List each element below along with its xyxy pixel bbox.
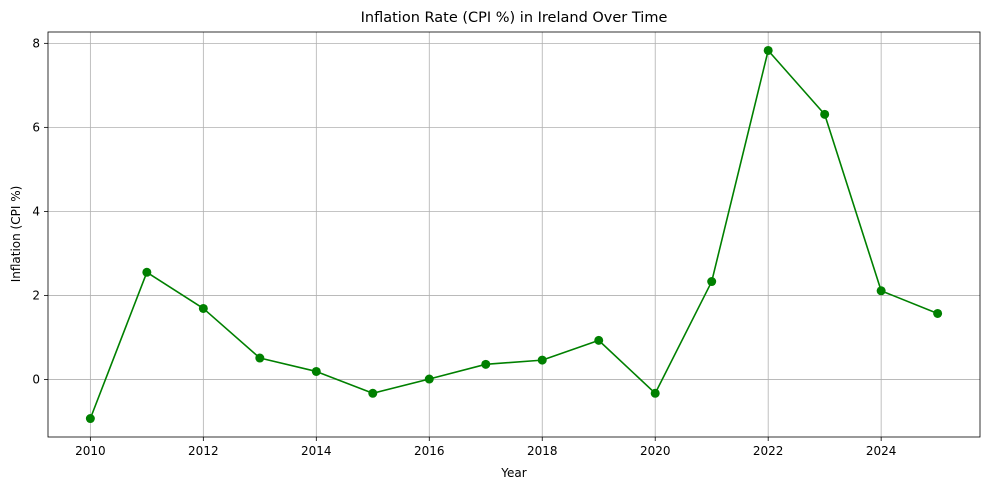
y-tick-label: 4 bbox=[32, 204, 40, 218]
series-line bbox=[89, 49, 938, 419]
y-tick-label: 6 bbox=[32, 120, 40, 134]
data-point bbox=[142, 267, 152, 277]
x-tick-label: 2018 bbox=[527, 444, 558, 458]
data-point bbox=[424, 374, 434, 384]
data-point bbox=[820, 109, 830, 119]
x-tick-label: 2020 bbox=[640, 444, 671, 458]
y-tick-label: 0 bbox=[32, 372, 40, 386]
grid-lines bbox=[48, 32, 980, 437]
data-point bbox=[763, 45, 773, 55]
y-axis-ticks: 0 2 4 6 8 bbox=[32, 36, 48, 386]
data-point bbox=[876, 286, 886, 296]
chart-title: Inflation Rate (CPI %) in Ireland Over T… bbox=[361, 10, 668, 26]
data-point bbox=[933, 308, 943, 318]
data-point bbox=[537, 355, 547, 365]
y-tick-label: 8 bbox=[32, 36, 40, 50]
data-point bbox=[198, 303, 208, 313]
x-tick-label: 2010 bbox=[75, 444, 106, 458]
y-axis-label: Inflation (CPI %) bbox=[9, 186, 23, 283]
data-point bbox=[368, 388, 378, 398]
y-tick-label: 2 bbox=[32, 288, 40, 302]
series-markers bbox=[85, 45, 943, 424]
series-line-layer bbox=[89, 49, 938, 419]
data-point bbox=[85, 414, 95, 424]
data-point bbox=[311, 366, 321, 376]
x-axis-ticks: 2010 2012 2014 2016 2018 2020 2022 2024 bbox=[75, 437, 896, 458]
x-tick-label: 2014 bbox=[301, 444, 332, 458]
data-point bbox=[650, 388, 660, 398]
data-point bbox=[481, 359, 491, 369]
data-point bbox=[594, 335, 604, 345]
data-point bbox=[707, 277, 717, 287]
x-tick-label: 2022 bbox=[753, 444, 784, 458]
x-tick-label: 2016 bbox=[414, 444, 445, 458]
plot-frame bbox=[47, 31, 981, 438]
data-point bbox=[255, 353, 265, 363]
x-tick-label: 2012 bbox=[188, 444, 219, 458]
x-tick-label: 2024 bbox=[866, 444, 897, 458]
x-axis-label: Year bbox=[500, 466, 526, 480]
